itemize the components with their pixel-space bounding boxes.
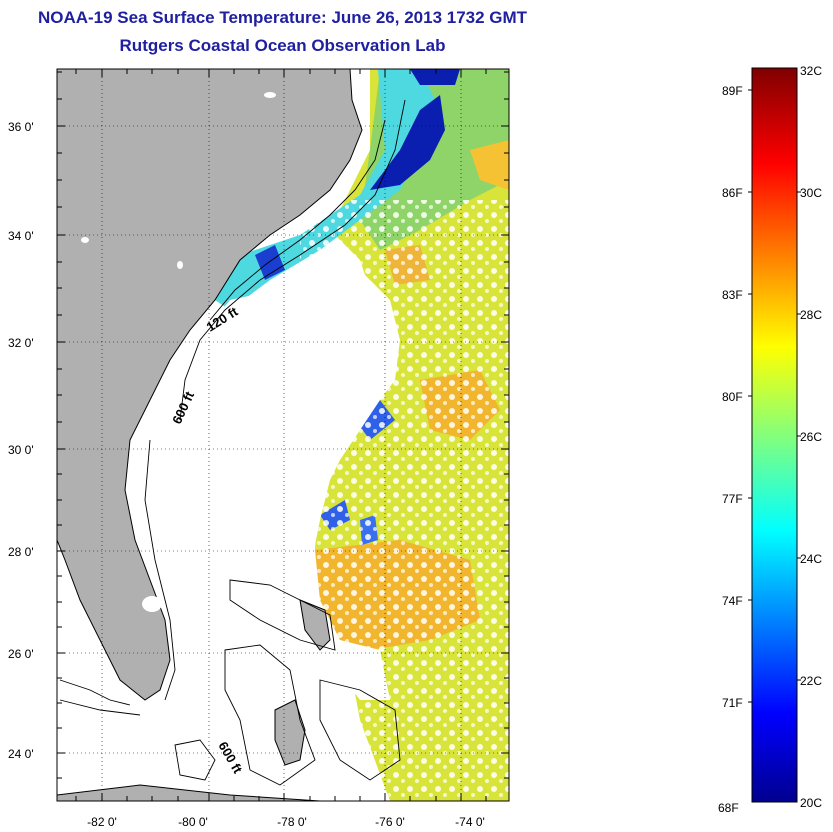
colorbar-celsius-label: 22C — [800, 674, 822, 688]
contour-bahamas-bank — [229, 579, 336, 651]
lon-label: -82 0' — [87, 815, 117, 829]
lon-label: -78 0' — [277, 815, 307, 829]
lat-label: 34 0' — [8, 229, 34, 243]
sst-imagery — [200, 69, 509, 801]
colorbar-fahrenheit-label: 89F — [722, 84, 743, 98]
colorbar-celsius-label: 20C — [800, 796, 822, 810]
latitude-labels: 36 0' 34 0' 32 0' 30 0' 28 0' 26 0' 24 0… — [8, 120, 34, 761]
land-bahamas-andros — [274, 699, 306, 766]
lat-label: 36 0' — [8, 120, 34, 134]
land-bahamas-abaco — [299, 599, 331, 651]
lat-lon-grid — [57, 69, 509, 801]
colorbar-fahrenheit-label: 77F — [722, 492, 743, 506]
contour-fl-keys — [59, 699, 141, 716]
map-area — [57, 69, 509, 801]
inland-water — [81, 92, 276, 612]
land-us-mainland — [57, 69, 363, 701]
colorbar-fahrenheit-label: 68F — [718, 801, 739, 815]
lat-label: 28 0' — [8, 545, 34, 559]
chart-subtitle: Rutgers Coastal Ocean Observation Lab — [119, 36, 446, 55]
land-cuba — [57, 784, 321, 801]
sst-coastal-cold — [370, 95, 445, 190]
colorbar-fahrenheit-label: 71F — [722, 696, 743, 710]
lat-label: 24 0' — [8, 747, 34, 761]
sst-coastal-cold — [255, 245, 285, 280]
frame-ticks — [57, 69, 509, 801]
colorbar-celsius-label: 30C — [800, 186, 822, 200]
lon-label: -74 0' — [455, 815, 485, 829]
bathymetry-contours — [59, 99, 406, 786]
colorbar-celsius-label: 26C — [800, 430, 822, 444]
contour-cuba-shelf — [174, 739, 216, 781]
lat-label: 30 0' — [8, 443, 34, 457]
contour-fl-keys — [59, 679, 131, 706]
lon-label: -76 0' — [375, 815, 405, 829]
lat-label: 26 0' — [8, 647, 34, 661]
lon-label: -80 0' — [178, 815, 208, 829]
colorbar-gradient — [751, 67, 798, 803]
cloud-mask — [340, 640, 390, 700]
sst-orange-patch — [470, 140, 509, 190]
colorbar: 32C 30C 28C 26C 24C 22C 20C 89F 86F 83F … — [718, 64, 822, 815]
colorbar-ticks — [748, 89, 801, 703]
lat-label: 32 0' — [8, 336, 34, 350]
cloud-mask — [200, 270, 400, 545]
contour-600ft — [179, 99, 406, 421]
colorbar-fahrenheit-label: 86F — [722, 186, 743, 200]
longitude-labels: -82 0' -80 0' -78 0' -76 0' -74 0' — [87, 815, 485, 829]
colorbar-fahrenheit-label: 74F — [722, 594, 743, 608]
colorbar-celsius-label: 32C — [800, 64, 822, 78]
contour-120ft — [209, 119, 386, 321]
colorbar-fahrenheit-label: 80F — [722, 390, 743, 404]
colorbar-fahrenheit-label: 83F — [722, 288, 743, 302]
map-frame — [56, 68, 510, 802]
chart-title: NOAA-19 Sea Surface Temperature: June 26… — [37, 8, 528, 27]
sst-coastal-cold — [410, 69, 460, 85]
lake-okeechobee — [142, 596, 162, 612]
land — [57, 69, 363, 801]
contour-bahamas-bank — [224, 644, 316, 786]
colorbar-celsius-label: 28C — [800, 308, 822, 322]
colorbar-celsius-label: 24C — [800, 552, 822, 566]
contour-600ft-inner — [144, 439, 176, 701]
